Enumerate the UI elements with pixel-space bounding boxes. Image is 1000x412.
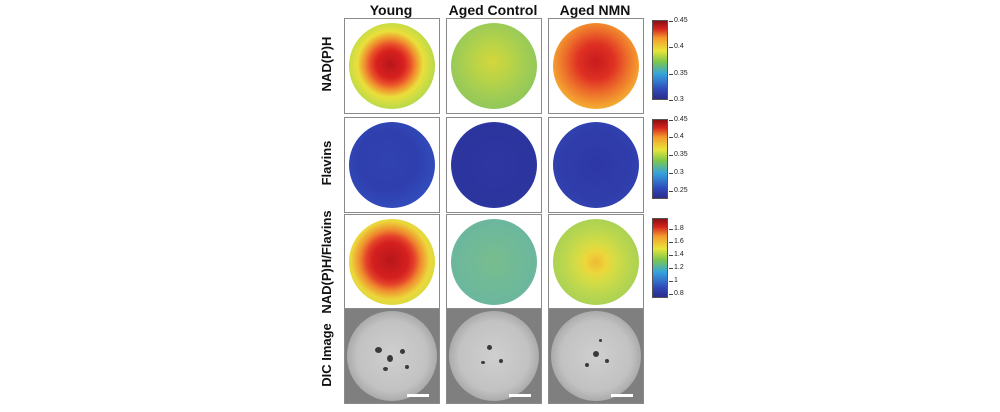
column-title-aged-nmn: Aged NMN (559, 2, 631, 18)
heatmap-disc (349, 122, 435, 208)
granule (605, 359, 609, 363)
panel-nadph-aged-nmn (548, 18, 644, 114)
granule (383, 367, 388, 371)
colorbar-tick: 0.35 (669, 151, 688, 158)
row-label-ratio: NAD(P)H/Flavins (319, 210, 334, 314)
colorbar-tick: 1.2 (669, 264, 684, 271)
heatmap-disc (553, 219, 639, 305)
column-title-aged-control: Aged Control (448, 2, 538, 18)
colorbar-tick: 0.35 (669, 70, 688, 77)
colorbar-tick: 0.4 (669, 133, 684, 140)
granule (599, 339, 602, 342)
heatmap-disc (349, 219, 435, 305)
colorbar-tick: 0.4 (669, 43, 684, 50)
granule (400, 349, 405, 354)
heatmap-disc (349, 23, 435, 109)
granule (481, 361, 485, 364)
column-title-young: Young (369, 2, 413, 18)
dic-disc (449, 311, 539, 401)
colorbar-tick: 0.8 (669, 290, 684, 297)
colorbar-tick: 1 (669, 277, 678, 284)
scale-bar (509, 394, 531, 397)
colorbar-tick: 1.8 (669, 225, 684, 232)
row-label-dic: DIC Image (319, 323, 334, 387)
panel-ratio-aged-control (446, 214, 542, 310)
colorbar-tick: 1.6 (669, 238, 684, 245)
panel-flavins-young (344, 117, 440, 213)
granule (593, 351, 599, 357)
granule (405, 365, 409, 369)
granule (375, 347, 382, 353)
colorbar-tick: 0.45 (669, 17, 688, 24)
granule (499, 359, 503, 363)
panel-dic-aged-control (446, 308, 542, 404)
scale-bar (611, 394, 633, 397)
panel-ratio-aged-nmn (548, 214, 644, 310)
colorbar-flavins (652, 119, 668, 199)
colorbar-ratio (652, 218, 668, 298)
panel-nadph-young (344, 18, 440, 114)
heatmap-disc (553, 23, 639, 109)
panel-ratio-young (344, 214, 440, 310)
heatmap-disc (451, 122, 537, 208)
heatmap-disc (451, 23, 537, 109)
colorbar-tick: 1.4 (669, 251, 684, 258)
granule (387, 355, 393, 362)
granule (487, 345, 492, 350)
panel-nadph-aged-control (446, 18, 542, 114)
scale-bar (407, 394, 429, 397)
heatmap-disc (451, 219, 537, 305)
heatmap-disc (553, 122, 639, 208)
granule (585, 363, 589, 367)
panel-flavins-aged-control (446, 117, 542, 213)
row-label-nadph: NAD(P)H (319, 36, 334, 92)
panel-flavins-aged-nmn (548, 117, 644, 213)
colorbar-tick: 0.3 (669, 96, 684, 103)
panel-dic-aged-nmn (548, 308, 644, 404)
row-label-flavins: Flavins (319, 140, 334, 186)
colorbar-tick: 0.3 (669, 169, 684, 176)
colorbar-nadph (652, 20, 668, 100)
panel-dic-young (344, 308, 440, 404)
colorbar-tick: 0.45 (669, 116, 688, 123)
colorbar-tick: 0.25 (669, 187, 688, 194)
